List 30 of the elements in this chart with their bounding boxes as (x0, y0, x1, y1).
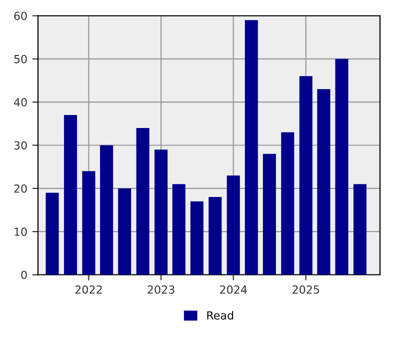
x-tick-label: 2022 (75, 285, 102, 294)
legend-label: Read (207, 310, 234, 320)
y-tick-label: 0 (21, 270, 27, 280)
bar (82, 171, 96, 275)
bar (64, 115, 78, 275)
bar (299, 76, 312, 275)
x-tick-label: 2025 (292, 285, 320, 294)
bar (100, 145, 114, 275)
y-tick-label: 10 (14, 228, 27, 236)
y-tick-label: 30 (14, 141, 27, 150)
bar (353, 184, 367, 275)
bar (190, 201, 204, 275)
y-tick-label: 60 (14, 12, 27, 20)
bar (208, 197, 222, 275)
bar (335, 58, 348, 275)
bar (262, 154, 276, 275)
bar (226, 175, 240, 275)
bar (46, 192, 59, 275)
bar (118, 188, 132, 275)
bar (281, 132, 294, 275)
x-tick-label: 2023 (148, 285, 174, 294)
bar (317, 89, 330, 275)
bar (136, 128, 150, 275)
y-tick-label: 40 (14, 98, 27, 106)
bar (172, 184, 186, 275)
x-tick-label: 2024 (220, 285, 247, 294)
bar (154, 150, 168, 275)
y-tick-label: 20 (14, 184, 27, 193)
y-tick-label: 50 (14, 54, 27, 64)
bar (244, 20, 258, 275)
